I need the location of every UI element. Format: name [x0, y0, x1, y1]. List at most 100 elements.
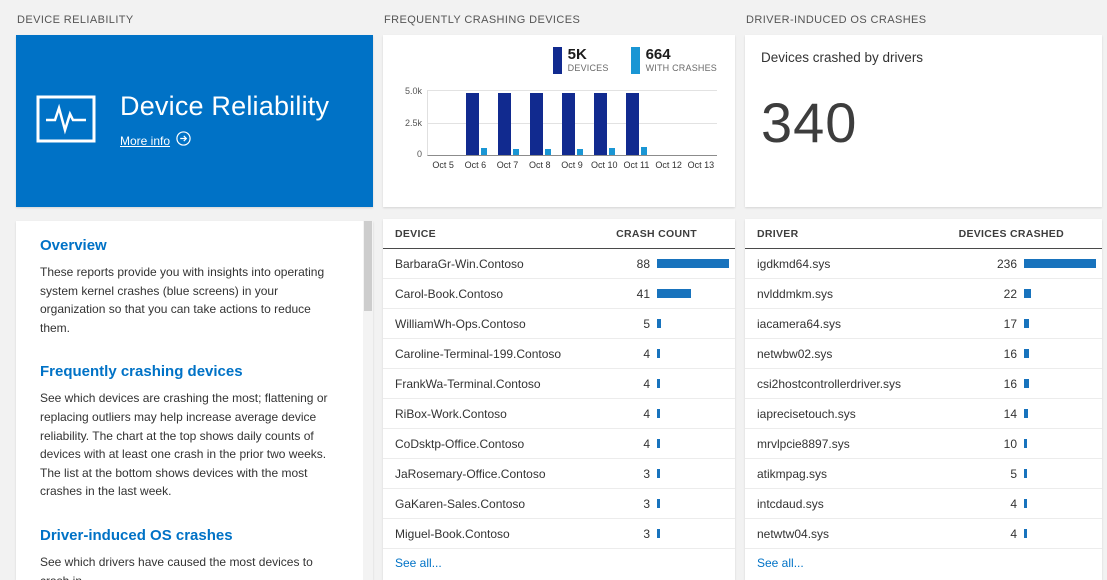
table-row[interactable]: atikmpag.sys 5 [745, 459, 1102, 489]
table-row[interactable]: WilliamWh-Ops.Contoso 5 [383, 309, 735, 339]
row-label: iacamera64.sys [757, 316, 842, 331]
table-row[interactable]: iacamera64.sys 17 [745, 309, 1102, 339]
scrollbar-track[interactable] [363, 221, 373, 580]
x-axis-label: Oct 13 [687, 160, 715, 170]
section-body: These reports provide you with insights … [40, 265, 325, 335]
row-bar [657, 499, 731, 508]
table-row[interactable]: igdkmd64.sys 236 [745, 249, 1102, 279]
more-info-row: More info [120, 131, 329, 151]
chart-bar-group [428, 90, 460, 155]
legend-swatch-crashes [630, 47, 640, 74]
info-section: Overview These reports provide you with i… [40, 237, 337, 337]
column-device-reliability: DEVICE RELIABILITY Device Reliability Mo… [16, 14, 373, 580]
chart-bar-group [653, 90, 685, 155]
section-heading: Driver-induced OS crashes [40, 526, 233, 544]
chart-x-labels: Oct 5 Oct 6 Oct 7 Oct 8 Oct 9 Oct 10 Oct 11 Oct… [427, 160, 717, 170]
table-row[interactable]: netwbw02.sys 16 [745, 339, 1102, 369]
legend-label-devices: DEVICES [567, 63, 609, 73]
table-row[interactable]: Carol-Book.Contoso 41 [383, 279, 735, 309]
chart-bar-devices [497, 92, 511, 155]
row-bar [1024, 349, 1098, 358]
row-bar [657, 259, 731, 268]
crash-chart-card: 5K DEVICES 664 WITH CRASHES 5.0k 2.5k [383, 35, 735, 207]
table-row[interactable]: CoDsktp-Office.Contoso 4 [383, 429, 735, 459]
table-row[interactable]: mrvlpcie8897.sys 10 [745, 429, 1102, 459]
row-value: 236 [996, 256, 1017, 271]
row-label: iaprecisetouch.sys [757, 406, 856, 421]
row-value: 5 [643, 316, 650, 331]
pulse-monitor-icon [36, 95, 96, 148]
x-axis-label: Oct 7 [496, 160, 519, 170]
drivers-see-all-link[interactable]: See all... [757, 556, 804, 570]
row-label: atikmpag.sys [757, 466, 828, 481]
chart-bar-group [492, 90, 524, 155]
chart-bar-group [621, 90, 653, 155]
row-bar [1024, 499, 1098, 508]
table-row[interactable]: iaprecisetouch.sys 14 [745, 399, 1102, 429]
devices-table-header: DEVICE CRASH COUNT [383, 219, 735, 249]
device-reliability-tile[interactable]: Device Reliability More info [16, 35, 373, 207]
chart-bars [428, 90, 717, 155]
row-bar [1024, 379, 1098, 388]
x-axis-label: Oct 8 [529, 160, 551, 170]
row-value: 14 [1003, 406, 1017, 421]
row-label: csi2hostcontrollerdriver.sys [757, 376, 902, 391]
table-row[interactable]: Caroline-Terminal-199.Contoso 4 [383, 339, 735, 369]
table-row[interactable]: BarbaraGr-Win.Contoso 88 [383, 249, 735, 279]
section-body: See which devices are crashing the most;… [40, 391, 328, 499]
row-label: BarbaraGr-Win.Contoso [395, 256, 524, 271]
column-header-driver: DRIVER [757, 227, 799, 240]
legend-label-crashes: WITH CRASHES [645, 63, 717, 73]
section-heading: Overview [40, 237, 107, 254]
row-value: 17 [1003, 316, 1017, 331]
row-label: RiBox-Work.Contoso [395, 406, 507, 421]
column-header-driver-induced: DRIVER-INDUCED OS CRASHES [746, 14, 927, 26]
row-label: netwtw04.sys [757, 526, 830, 541]
chart-bar-devices [529, 93, 543, 155]
legend-value-crashes: 664 [645, 46, 671, 63]
row-bar [1024, 259, 1098, 268]
scrollbar-thumb[interactable] [364, 221, 372, 311]
table-row[interactable]: netwtw04.sys 4 [745, 519, 1102, 549]
summary-label: Devices crashed by drivers [761, 50, 924, 65]
info-section: Frequently crashing devices See which dev… [40, 363, 337, 501]
column-header-device: DEVICE [395, 227, 436, 240]
legend-item-with-crashes: 664 WITH CRASHES [630, 46, 717, 74]
table-row[interactable]: FrankWa-Terminal.Contoso 4 [383, 369, 735, 399]
row-bar [1024, 319, 1098, 328]
summary-value: 340 [761, 91, 858, 154]
chart-bar-with-crashes [609, 148, 616, 155]
row-value: 88 [636, 256, 650, 271]
info-sections: Overview These reports provide you with i… [16, 221, 373, 580]
row-label: WilliamWh-Ops.Contoso [395, 316, 526, 331]
devices-table-card: DEVICE CRASH COUNT BarbaraGr-Win.Contoso… [383, 219, 735, 580]
table-row[interactable]: JaRosemary-Office.Contoso 3 [383, 459, 735, 489]
table-row[interactable]: GaKaren-Sales.Contoso 3 [383, 489, 735, 519]
row-bar [657, 319, 731, 328]
row-label: JaRosemary-Office.Contoso [395, 466, 546, 481]
row-label: GaKaren-Sales.Contoso [395, 496, 526, 511]
row-bar [657, 349, 731, 358]
row-value: 3 [643, 496, 650, 511]
table-row[interactable]: RiBox-Work.Contoso 4 [383, 399, 735, 429]
table-row[interactable]: csi2hostcontrollerdriver.sys 16 [745, 369, 1102, 399]
row-value: 16 [1003, 346, 1017, 361]
table-row[interactable]: Miguel-Book.Contoso 3 [383, 519, 735, 549]
legend-swatch-devices [552, 47, 562, 74]
gridline [428, 90, 717, 91]
row-label: mrvlpcie8897.sys [757, 436, 850, 451]
row-bar [657, 409, 731, 418]
drivers-table-card: DRIVER DEVICES CRASHED igdkmd64.sys 236 nv… [745, 219, 1102, 580]
column-header-devices-crashed: DEVICES CRASHED [958, 227, 1064, 240]
row-bar [1024, 289, 1098, 298]
row-bar [1024, 469, 1098, 478]
devices-see-all-link[interactable]: See all... [395, 556, 442, 570]
table-row[interactable]: nvlddmkm.sys 22 [745, 279, 1102, 309]
chart-bar-group [685, 90, 717, 155]
row-label: CoDsktp-Office.Contoso [395, 436, 525, 451]
row-bar [657, 289, 731, 298]
section-heading: Frequently crashing devices [40, 363, 243, 381]
more-info-link[interactable]: More info [120, 134, 171, 148]
chart-bar-group [524, 90, 556, 155]
table-row[interactable]: intcdaud.sys 4 [745, 489, 1102, 519]
